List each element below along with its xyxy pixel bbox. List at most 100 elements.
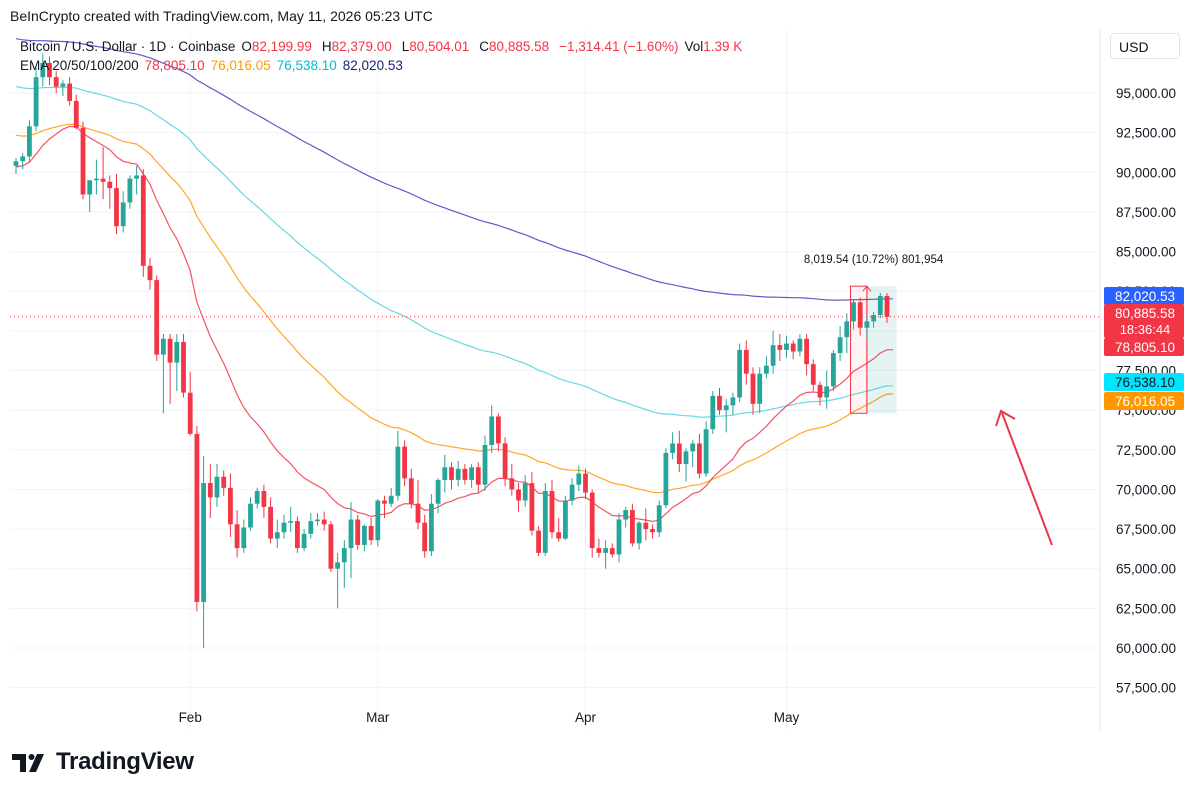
symbol-title[interactable]: Bitcoin / U.S. Dollar · 1D · Coinbase (20, 39, 236, 54)
candle (636, 521, 642, 550)
candle (435, 478, 441, 514)
price-tag-text-ema200: 82,020.53 (1115, 289, 1175, 304)
candle-body (408, 478, 414, 504)
candle (67, 77, 72, 106)
candle (455, 460, 461, 487)
candle-body (770, 345, 776, 366)
candle (777, 334, 783, 361)
candle-body (496, 416, 501, 444)
candle-body (569, 484, 575, 501)
candle (603, 540, 608, 569)
time-tick-label: Apr (575, 710, 597, 725)
candle-body (321, 519, 327, 525)
candle (837, 326, 843, 361)
ema-label[interactable]: EMA 20/50/100/200 (20, 58, 139, 73)
candle-body (415, 503, 421, 523)
candle (717, 387, 722, 415)
candle (201, 456, 206, 648)
candle-body (630, 510, 635, 544)
candle (335, 552, 340, 609)
candle (207, 464, 213, 518)
candle-body (556, 532, 562, 539)
price-tick-label: 65,000.00 (1116, 562, 1176, 577)
candle-body (33, 77, 39, 127)
candle (757, 367, 763, 414)
price-tag-text-close: 80,885.58 (1115, 306, 1175, 321)
candle-body (563, 500, 568, 539)
grid-lines (10, 30, 1100, 730)
price-tick-label: 85,000.00 (1116, 245, 1176, 260)
candle (395, 430, 401, 501)
candle (596, 538, 602, 558)
candle-body (851, 302, 856, 322)
candle-body (683, 451, 689, 465)
candle (147, 257, 153, 290)
candle (429, 494, 434, 557)
candle-body (609, 548, 615, 555)
price-chart[interactable]: 8,019.54 (10.72%) 801,954 57,500.00 60,00… (10, 30, 1190, 730)
candle (630, 503, 635, 547)
candle (810, 359, 816, 392)
price-tick-label: 95,000.00 (1116, 86, 1176, 101)
close-label: C (479, 39, 490, 54)
currency-button[interactable]: USD (1110, 33, 1180, 59)
candle-body (315, 519, 320, 522)
candle-body (241, 527, 247, 549)
candle (770, 330, 776, 374)
candle-body (831, 353, 836, 387)
candle-body (502, 443, 508, 479)
candle-body (362, 525, 367, 545)
candle (522, 475, 528, 507)
candle (94, 159, 99, 195)
price-tick-label: 60,000.00 (1116, 641, 1176, 656)
candle-body (790, 343, 796, 352)
candle-body (368, 525, 374, 541)
candle-body (462, 468, 468, 480)
candle (73, 94, 79, 130)
ema20-line (15, 125, 893, 523)
candle-body (817, 384, 823, 398)
time-tick-label: Feb (179, 710, 202, 725)
candle (140, 169, 146, 277)
price-tag-ema200 (1104, 287, 1184, 305)
price-tag-ema50 (1104, 392, 1184, 410)
ema-row: EMA 20/50/100/200 78,805.10 76,016.05 76… (20, 56, 742, 75)
price-tick-label: 92,500.00 (1116, 126, 1176, 141)
candle (616, 513, 622, 563)
candle (516, 483, 521, 512)
candle-body (723, 405, 729, 411)
candle (851, 299, 856, 330)
candlesticks (13, 53, 890, 648)
candle-body (469, 467, 474, 480)
price-tag-close (1104, 304, 1184, 338)
price-tag-countdown: 18:36:44 (1120, 322, 1171, 337)
annotation-arrow-shaft (1001, 412, 1053, 546)
candle (134, 165, 139, 195)
candle-body (743, 349, 749, 374)
candle (690, 440, 696, 468)
candle-body (777, 345, 783, 350)
candle-body (877, 295, 883, 315)
candle-body (623, 510, 629, 520)
ema50-value: 76,016.05 (210, 58, 271, 73)
price-tag-text-ema100: 76,538.10 (1115, 375, 1175, 390)
candle (382, 495, 387, 518)
price-tick-label: 72,500.00 (1116, 443, 1176, 458)
candle (402, 440, 407, 487)
price-tick-label: 67,500.00 (1116, 522, 1176, 537)
candle (234, 510, 240, 558)
candle (181, 334, 186, 398)
candle (348, 502, 354, 579)
candle (509, 464, 515, 496)
high-value: 82,379.00 (331, 39, 392, 54)
high-label: H (321, 39, 332, 54)
candle-body (221, 476, 227, 488)
price-range-measure: 8,019.54 (10.72%) 801,954 (10, 254, 1100, 414)
candle (804, 334, 809, 376)
candle-body (717, 395, 722, 411)
candle (281, 514, 287, 539)
candle-body (757, 373, 763, 404)
candle (301, 529, 307, 552)
candle (864, 315, 870, 339)
volume-value: 1.39 K (703, 39, 743, 54)
